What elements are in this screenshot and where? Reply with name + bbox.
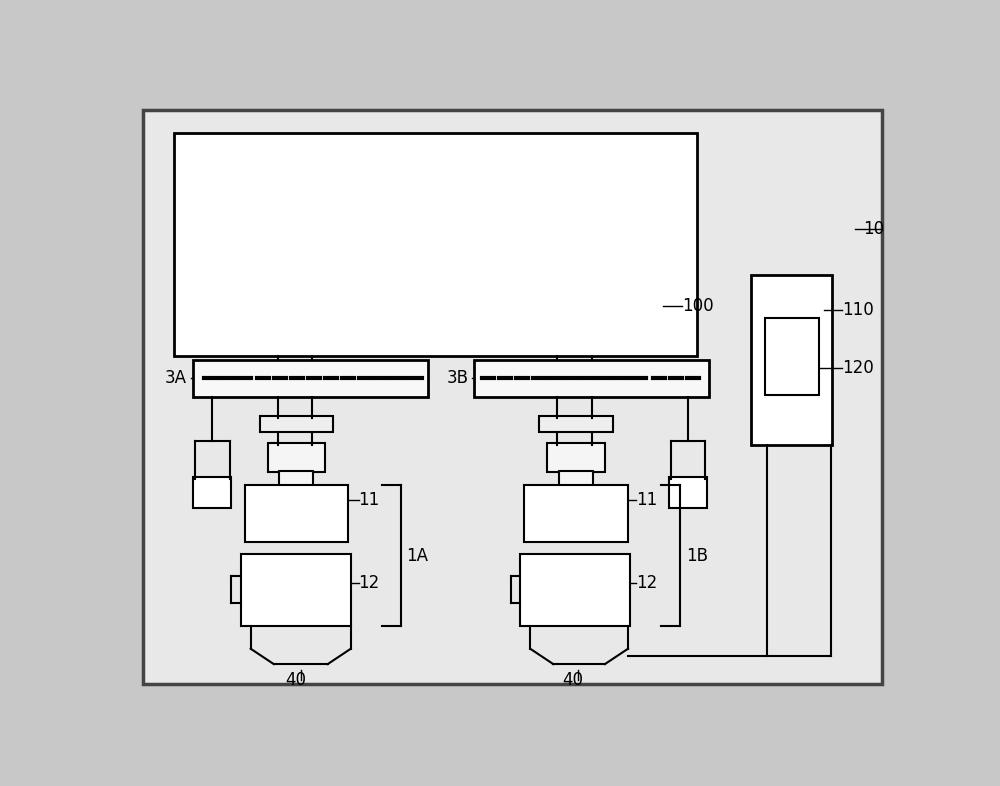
Bar	[193, 360, 428, 397]
Text: 12: 12	[358, 575, 380, 593]
Bar	[751, 275, 832, 445]
Bar	[539, 416, 613, 432]
Bar	[669, 477, 707, 508]
Text: 11: 11	[636, 491, 657, 509]
Text: 3A: 3A	[164, 369, 186, 387]
Text: 110: 110	[842, 301, 874, 319]
Bar	[524, 485, 628, 542]
Bar	[520, 554, 630, 626]
Text: 11: 11	[358, 491, 380, 509]
Text: 40: 40	[285, 670, 306, 689]
Bar	[174, 133, 697, 356]
Bar	[547, 443, 605, 472]
Bar	[241, 554, 351, 626]
Bar	[474, 360, 709, 397]
Text: 40: 40	[563, 670, 584, 689]
Text: 12: 12	[636, 575, 657, 593]
Bar	[260, 416, 333, 432]
Text: 120: 120	[842, 358, 874, 376]
Bar	[268, 443, 325, 472]
Bar	[245, 485, 348, 542]
Text: 3B: 3B	[447, 369, 469, 387]
Text: 10: 10	[863, 220, 884, 238]
Text: 1A: 1A	[406, 547, 428, 565]
Text: 1B: 1B	[686, 547, 708, 565]
Bar	[193, 477, 231, 508]
Bar	[279, 471, 313, 487]
Text: 100: 100	[682, 297, 714, 315]
Bar	[765, 318, 819, 395]
Bar	[559, 471, 593, 487]
